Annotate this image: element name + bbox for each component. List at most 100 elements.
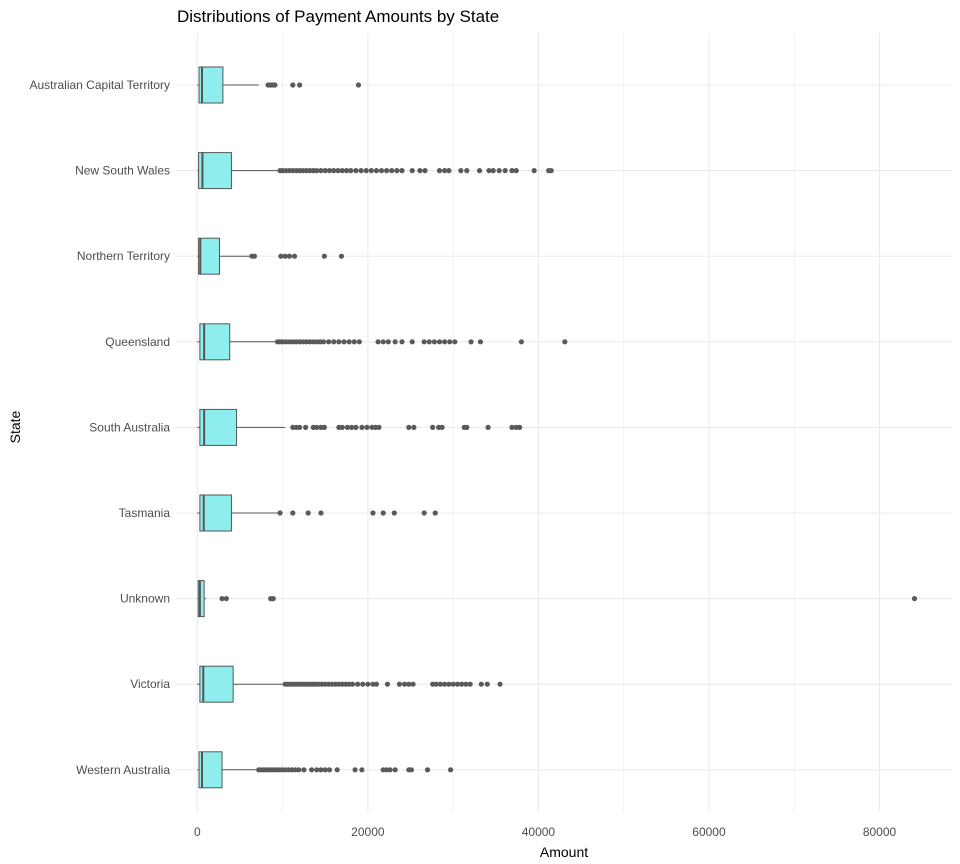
outlier-victoria-25	[360, 681, 366, 687]
outlier-queensland-30	[431, 339, 437, 345]
outlier-western-australia-23	[359, 767, 365, 773]
outlier-new-south-wales-21	[358, 168, 364, 174]
outlier-tasmania-0	[277, 510, 283, 516]
outlier-new-south-wales-30	[409, 168, 415, 174]
box-south-australia	[199, 408, 238, 446]
outlier-western-australia-19	[322, 767, 328, 773]
outlier-new-south-wales-42	[502, 168, 508, 174]
y-axis-title: State	[7, 410, 23, 443]
outlier-new-south-wales-25	[378, 168, 385, 174]
outlier-victoria-30	[396, 681, 403, 687]
outlier-victoria-28	[373, 681, 379, 687]
outlier-new-south-wales-15	[331, 168, 337, 174]
outlier-south-australia-19	[411, 424, 417, 430]
y-tick-label-victoria: Victoria	[130, 677, 170, 691]
y-tick-labels: Australian Capital Territory New South Wa…	[29, 78, 170, 777]
outlier-western-australia-26	[387, 767, 393, 773]
outlier-new-south-wales-12	[318, 168, 324, 174]
outlier-victoria-37	[442, 681, 448, 687]
outlier-queensland-27	[409, 339, 415, 345]
x-tick-label-20000: 20000	[351, 825, 385, 839]
outlier-queensland-25	[392, 339, 398, 345]
box-unknown	[197, 580, 205, 618]
outlier-queensland-17	[336, 339, 342, 345]
outlier-south-australia-24	[464, 424, 470, 430]
outlier-south-australia-11	[349, 424, 355, 430]
outlier-victoria-29	[384, 681, 391, 687]
outlier-queensland-14	[320, 339, 327, 345]
outlier-victoria-39	[450, 681, 456, 687]
outlier-new-south-wales-44	[513, 168, 519, 174]
outlier-new-south-wales-37	[464, 168, 470, 174]
y-tick-label-queensland: Queensland	[105, 335, 170, 349]
outlier-tasmania-4	[370, 510, 376, 516]
outlier-south-australia-2	[297, 424, 303, 430]
outlier-tasmania-6	[391, 510, 397, 516]
outlier-queensland-36	[477, 339, 484, 345]
outlier-victoria-36	[437, 681, 443, 687]
outlier-south-australia-13	[359, 424, 365, 430]
outlier-victoria-43	[467, 681, 473, 687]
outlier-south-australia-14	[364, 424, 370, 430]
outlier-victoria-24	[355, 681, 361, 687]
x-tick-label-0: 0	[194, 825, 201, 839]
box-new-south-wales	[198, 152, 232, 190]
outlier-victoria-35	[433, 681, 439, 687]
outlier-south-australia-26	[509, 424, 515, 430]
outlier-new-south-wales-39	[486, 168, 492, 174]
outlier-new-south-wales-45	[531, 168, 537, 174]
outlier-tasmania-2	[305, 510, 311, 516]
outlier-victoria-32	[406, 681, 412, 687]
box-victoria	[199, 665, 234, 703]
outlier-south-australia-5	[314, 424, 320, 430]
outlier-unknown-0	[219, 596, 225, 602]
outlier-new-south-wales-27	[389, 168, 395, 174]
outlier-new-south-wales-35	[446, 168, 452, 174]
y-tick-label-northern-territory: Northern Territory	[77, 249, 170, 263]
outlier-south-australia-10	[344, 424, 351, 430]
outlier-victoria-44	[478, 681, 484, 687]
outlier-western-australia-22	[352, 767, 358, 773]
outlier-queensland-21	[356, 339, 362, 345]
outlier-western-australia-16	[308, 767, 315, 773]
box-australian-capital-territory	[198, 66, 224, 104]
outlier-western-australia-31	[447, 767, 454, 773]
outlier-tasmania-5	[380, 510, 386, 516]
outlier-new-south-wales-40	[490, 168, 496, 174]
outlier-unknown-4	[911, 596, 918, 602]
outlier-south-australia-20	[430, 424, 436, 430]
outlier-victoria-31	[401, 681, 408, 687]
outlier-queensland-31	[436, 339, 443, 345]
grid-lines	[176, 33, 952, 812]
outlier-queensland-29	[426, 339, 432, 345]
outlier-northern-territory-6	[321, 253, 327, 259]
y-tick-label-tasmania: Tasmania	[119, 506, 171, 520]
outlier-western-australia-15	[301, 767, 307, 773]
outlier-australian-capital-territory-4	[290, 82, 296, 88]
outlier-layer	[219, 82, 918, 773]
outlier-western-australia-18	[318, 767, 324, 773]
outlier-unknown-3	[270, 596, 276, 602]
outlier-queensland-18	[341, 339, 347, 345]
outlier-new-south-wales-33	[436, 168, 443, 174]
outlier-queensland-15	[326, 339, 332, 345]
outlier-south-australia-17	[376, 424, 382, 430]
outlier-queensland-32	[442, 339, 448, 345]
outlier-unknown-1	[223, 596, 229, 602]
outlier-queensland-22	[375, 339, 381, 345]
outlier-new-south-wales-38	[476, 168, 483, 174]
outlier-victoria-42	[463, 681, 469, 687]
outlier-victoria-40	[454, 681, 461, 687]
outlier-new-south-wales-43	[509, 168, 515, 174]
box-western-australia	[198, 751, 223, 789]
outlier-victoria-33	[410, 681, 416, 687]
outlier-tasmania-1	[290, 510, 296, 516]
x-tick-label-60000: 60000	[692, 825, 726, 839]
outlier-australian-capital-territory-5	[297, 82, 303, 88]
outlier-south-australia-22	[439, 424, 445, 430]
outlier-queensland-19	[346, 339, 352, 345]
outlier-south-australia-18	[406, 424, 412, 430]
outlier-south-australia-7	[321, 424, 327, 430]
